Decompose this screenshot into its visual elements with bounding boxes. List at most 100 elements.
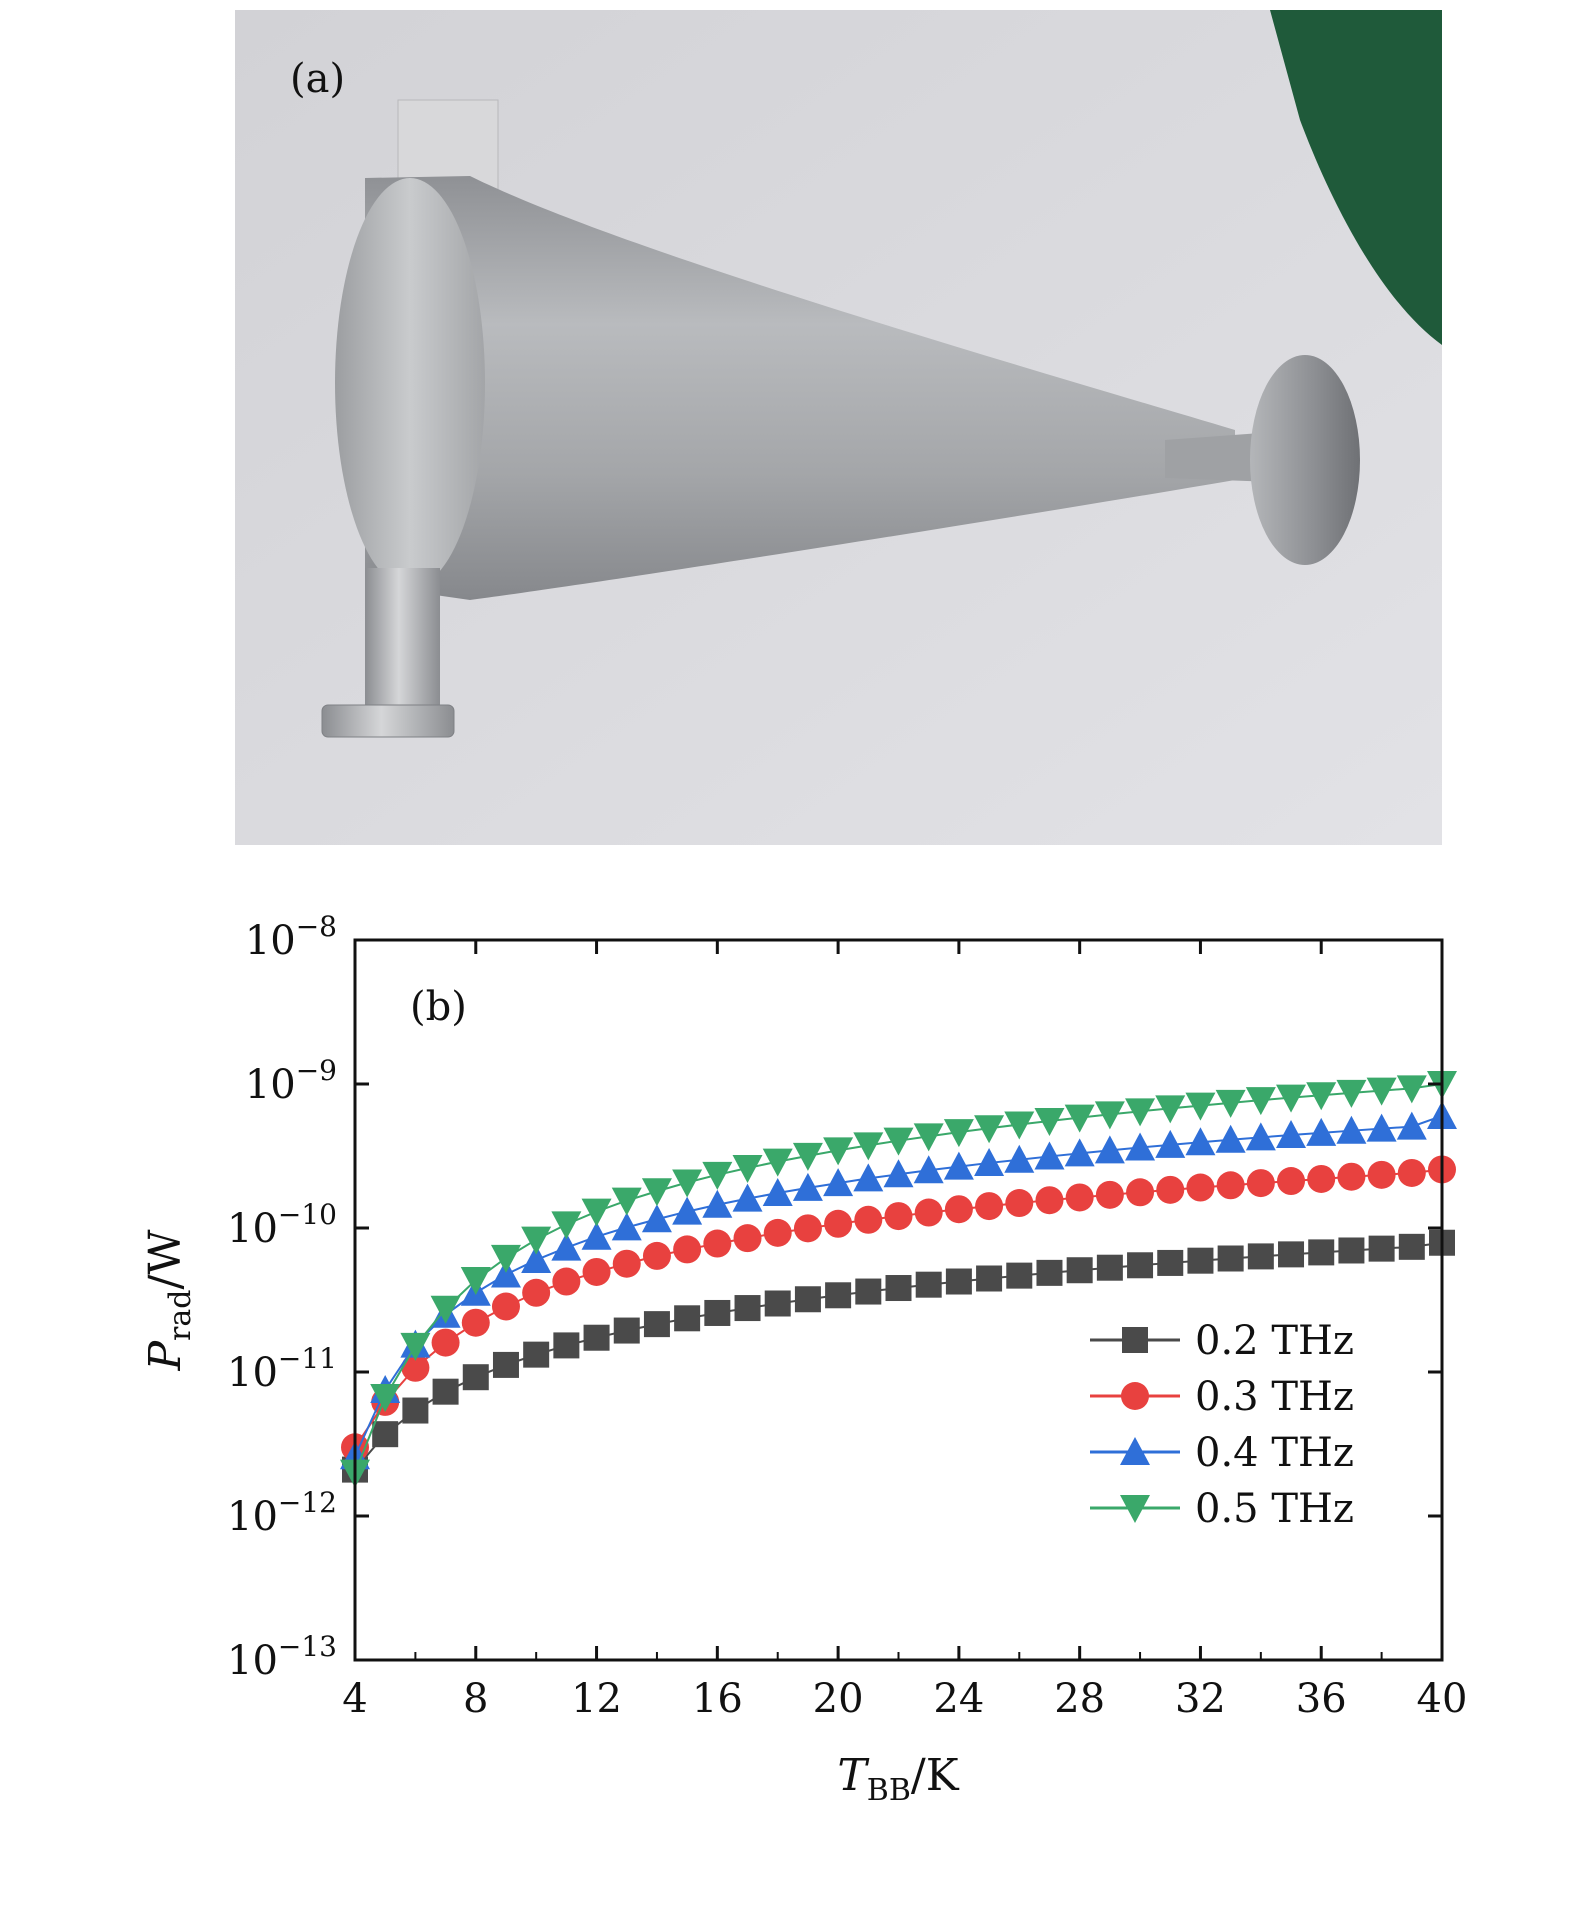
x-tick-label: 4 (342, 1676, 367, 1722)
data-point (551, 1211, 582, 1240)
data-point (1064, 1138, 1095, 1167)
x-tick-label: 12 (571, 1676, 622, 1722)
data-point (792, 1142, 823, 1171)
data-point (521, 1244, 552, 1273)
data-point (1366, 1113, 1397, 1142)
legend-marker (1120, 1495, 1150, 1523)
data-point (1367, 1160, 1396, 1189)
data-point (1368, 1235, 1395, 1262)
data-point (762, 1178, 793, 1207)
data-point (823, 1168, 854, 1197)
data-point (732, 1183, 763, 1212)
horn-throat (1165, 432, 1275, 482)
data-point (825, 1282, 852, 1309)
data-point (1094, 1101, 1125, 1130)
data-point (1126, 1178, 1155, 1207)
data-point (490, 1244, 521, 1273)
data-point (1276, 1120, 1307, 1149)
data-point (581, 1198, 612, 1227)
data-point (490, 1259, 521, 1288)
data-point (1276, 1084, 1307, 1113)
data-point (611, 1187, 642, 1216)
data-point (642, 1241, 671, 1270)
data-point (1337, 1162, 1366, 1191)
data-point (762, 1148, 793, 1177)
chart-panel: 4 8 12 16 20 24 28 32 36 40 10−13 10−12 10−11 10−10 10… (0, 860, 1575, 1919)
data-point (521, 1226, 552, 1255)
data-point (1306, 1117, 1337, 1146)
legend-marker (1120, 1437, 1150, 1465)
series-0-5-thz (340, 1071, 1457, 1488)
data-point (854, 1205, 883, 1234)
y-axis-title: Prad/W (140, 1229, 198, 1372)
y-tick-label: 10−10 (227, 1198, 337, 1252)
waveguide-flange (1250, 355, 1360, 565)
data-point (945, 1268, 972, 1295)
data-point (1127, 1252, 1154, 1279)
data-point (792, 1172, 823, 1201)
data-point (885, 1275, 912, 1302)
data-point (1034, 1108, 1065, 1137)
data-point (883, 1159, 914, 1188)
series-0-2-thz (342, 1229, 1455, 1483)
data-point (1005, 1189, 1034, 1218)
y-tick-label: 10−13 (227, 1630, 337, 1684)
data-point (1125, 1098, 1156, 1127)
data-point (764, 1290, 791, 1317)
horn-photo: (a) (235, 10, 1442, 845)
data-point (1157, 1249, 1184, 1276)
x-axis-label: TBB/K (837, 1750, 959, 1808)
data-point (1036, 1259, 1063, 1286)
data-point (1187, 1247, 1214, 1274)
data-point (1125, 1132, 1156, 1161)
data-point (1215, 1089, 1246, 1118)
data-point (1004, 1144, 1035, 1173)
x-tick-label: 40 (1417, 1676, 1468, 1722)
x-tick-label: 32 (1175, 1676, 1226, 1722)
data-point (1066, 1257, 1093, 1284)
data-point (402, 1397, 429, 1424)
data-point (1245, 1087, 1276, 1116)
data-point (1308, 1239, 1335, 1266)
data-point (1245, 1122, 1276, 1151)
data-point (1277, 1167, 1306, 1196)
horn-aperture-rim (335, 178, 485, 588)
data-point (943, 1119, 974, 1148)
photo-label: (a) (290, 56, 345, 102)
data-point (430, 1295, 461, 1324)
data-point (672, 1169, 703, 1198)
data-point (1156, 1175, 1185, 1204)
data-point (1397, 1158, 1426, 1187)
data-point (553, 1332, 580, 1359)
data-point (1306, 1082, 1337, 1111)
data-point (491, 1292, 520, 1321)
green-cloth (1270, 10, 1442, 345)
data-point (552, 1267, 581, 1296)
data-point (1185, 1092, 1216, 1121)
data-point (702, 1161, 733, 1190)
data-point (763, 1218, 792, 1247)
data-point (1396, 1111, 1427, 1140)
data-point (461, 1308, 490, 1337)
legend-label: 0.2 THz (1195, 1318, 1354, 1364)
data-point (1396, 1075, 1427, 1104)
data-point (914, 1198, 943, 1227)
data-point (462, 1364, 489, 1391)
data-point (1246, 1169, 1275, 1198)
data-point (915, 1271, 942, 1298)
y-tick-label: 10−12 (227, 1486, 337, 1540)
data-point (702, 1189, 733, 1218)
data-point (1186, 1173, 1215, 1202)
data-point (1216, 1171, 1245, 1200)
data-point (1004, 1111, 1035, 1140)
data-point (1064, 1104, 1095, 1133)
data-point (703, 1229, 732, 1258)
horn-cone (365, 176, 1235, 600)
y-tick-label: 10−8 (245, 910, 337, 964)
x-tick-label: 8 (463, 1676, 488, 1722)
data-point (794, 1286, 821, 1313)
data-point (432, 1378, 459, 1405)
legend: 0.2 THz 0.3 THz 0.4 THz 0.5 THz (1090, 1318, 1354, 1532)
data-point (1247, 1243, 1274, 1270)
data-point (793, 1214, 822, 1243)
